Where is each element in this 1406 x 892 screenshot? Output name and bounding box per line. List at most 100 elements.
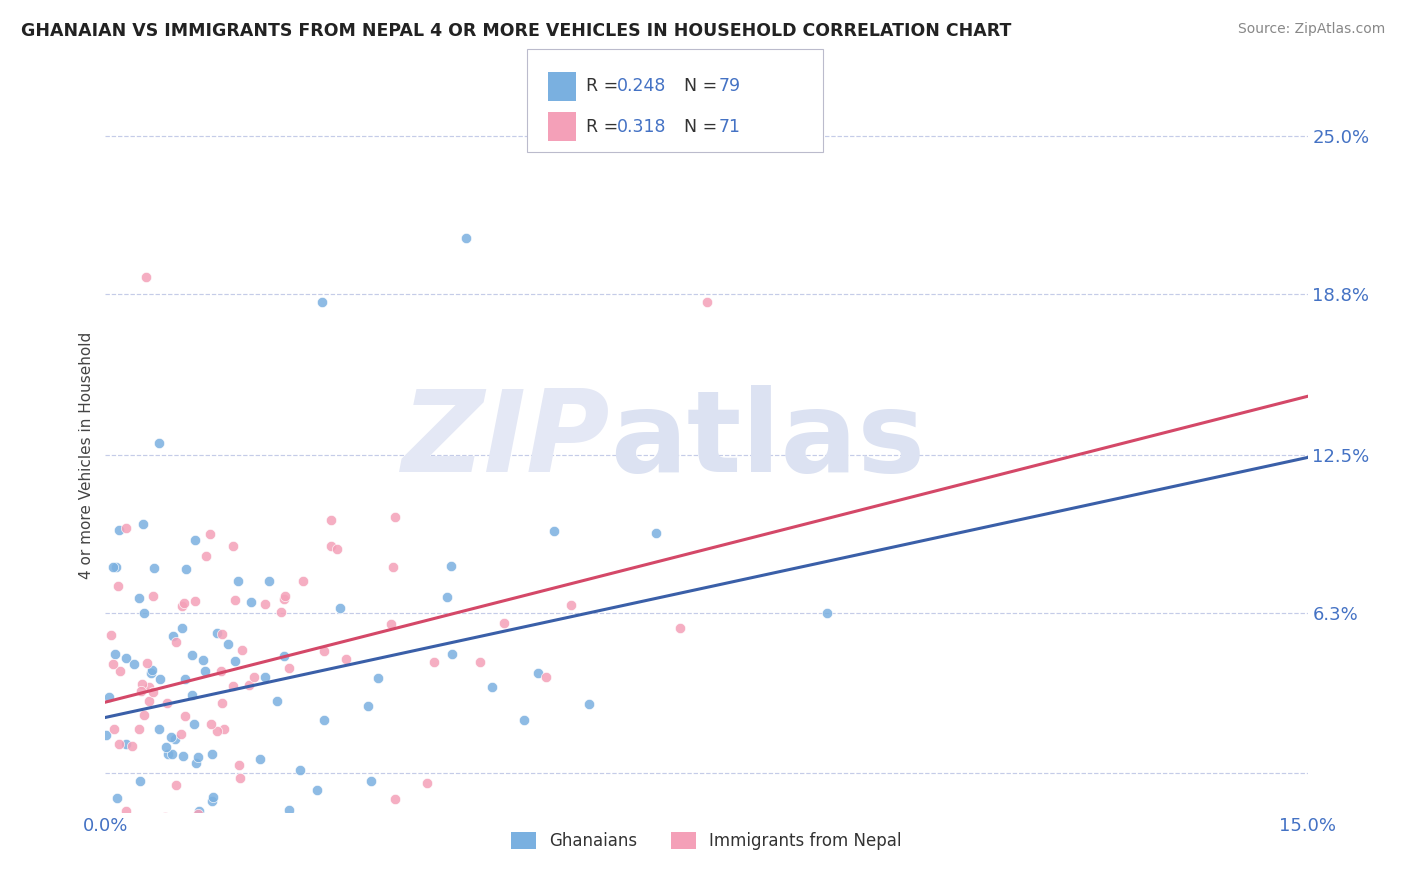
Point [277,803,299,817]
Point [129,684,152,698]
Point [148,722,170,736]
Point [305,782,328,797]
Point [174,708,197,723]
Point [128,722,150,736]
Point [645,525,668,540]
Point [527,666,550,681]
Point [100,628,122,642]
Point [436,590,458,604]
Point [134,606,156,620]
Point [108,737,131,751]
Point [104,647,127,661]
Point [139,666,162,681]
Text: 71: 71 [718,118,741,136]
Point [174,562,197,576]
Point [326,541,349,556]
Point [103,722,125,736]
Point [209,817,232,831]
Point [454,231,477,245]
Point [187,749,209,764]
Point [165,635,187,649]
Point [224,592,246,607]
Point [160,747,183,762]
Point [187,807,209,822]
Point [170,727,193,741]
Point [173,672,195,686]
Point [156,696,179,710]
Point [578,697,600,711]
Text: N =: N = [673,78,723,95]
Point [201,790,224,805]
Point [226,574,249,588]
Legend: Ghanaians, Immigrants from Nepal: Ghanaians, Immigrants from Nepal [505,825,908,857]
Y-axis label: 4 or more Vehicles in Household: 4 or more Vehicles in Household [79,331,94,579]
Point [172,621,194,635]
Point [513,713,536,727]
Point [311,295,333,310]
Text: GHANAIAN VS IMMIGRANTS FROM NEPAL 4 OR MORE VEHICLES IN HOUSEHOLD CORRELATION CH: GHANAIAN VS IMMIGRANTS FROM NEPAL 4 OR M… [21,22,1011,40]
Point [108,817,131,831]
Point [122,657,145,671]
Point [312,817,335,831]
Text: Source: ZipAtlas.com: Source: ZipAtlas.com [1237,22,1385,37]
Point [115,651,138,665]
Point [360,774,382,789]
Point [191,653,214,667]
Point [259,574,281,588]
Point [321,540,343,554]
Point [278,661,301,675]
Point [253,670,276,684]
Point [494,615,516,630]
Point [141,664,163,678]
Point [319,513,342,527]
Point [280,817,302,831]
Point [441,647,464,661]
Point [107,578,129,592]
Point [135,269,157,284]
Point [222,539,245,553]
Point [260,817,283,831]
Point [668,621,690,635]
Point [205,625,228,640]
Text: 0.318: 0.318 [617,118,666,136]
Point [335,652,357,666]
Point [94,728,117,742]
Point [211,696,233,710]
Point [132,516,155,531]
Point [270,605,292,619]
Point [162,628,184,642]
Point [440,558,463,573]
Point [416,776,439,790]
Point [138,680,160,694]
Point [422,655,444,669]
Point [231,643,253,657]
Point [274,589,297,603]
Point [184,533,207,548]
Point [200,717,222,731]
Point [142,589,165,603]
Point [142,685,165,699]
Point [124,817,146,831]
Point [290,763,312,777]
Point [312,713,335,727]
Point [815,606,838,620]
Text: atlas: atlas [610,385,925,496]
Point [357,698,380,713]
Point [143,561,166,575]
Point [239,595,262,609]
Text: 0.248: 0.248 [617,78,666,95]
Point [367,671,389,685]
Point [205,723,228,738]
Point [172,599,194,614]
Point [138,694,160,708]
Point [291,574,314,588]
Point [165,778,187,792]
Point [132,707,155,722]
Point [105,791,128,805]
Point [181,688,204,702]
Point [273,592,295,607]
Point [198,527,221,541]
Point [560,598,582,612]
Point [184,594,207,608]
Point [201,747,224,761]
